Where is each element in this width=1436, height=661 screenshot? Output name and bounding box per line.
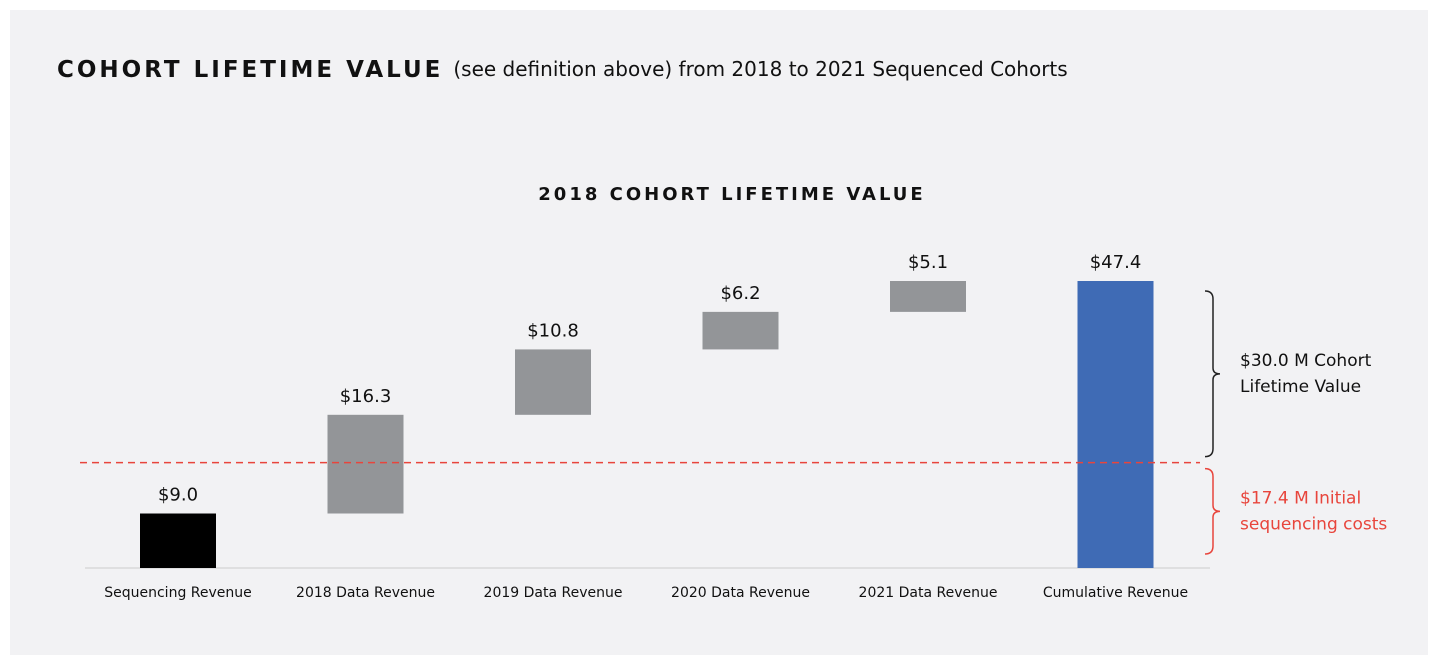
reference-label: sequencing costs xyxy=(1240,514,1387,534)
value-label: $10.8 xyxy=(527,320,579,341)
bracket-label: $30.0 M Cohort xyxy=(1240,351,1372,371)
bar xyxy=(890,281,966,312)
chart-title: 2018 COHORT LIFETIME VALUE xyxy=(538,184,925,205)
x-tick-label: 2021 Data Revenue xyxy=(859,585,998,601)
bracket-label: Lifetime Value xyxy=(1240,377,1361,397)
reference-label: $17.4 M Initial xyxy=(1240,488,1361,508)
bar xyxy=(1077,281,1154,568)
bracket-lower xyxy=(1204,467,1221,555)
bar xyxy=(702,311,779,350)
x-tick-label: 2020 Data Revenue xyxy=(671,585,810,601)
value-label: $16.3 xyxy=(340,386,392,407)
x-tick-label: 2018 Data Revenue xyxy=(296,585,435,601)
page-title: COHORT LIFETIME VALUE (see definition abo… xyxy=(57,57,1068,83)
value-label: $6.2 xyxy=(720,283,760,304)
bar xyxy=(515,349,591,415)
value-label: $9.0 xyxy=(158,485,198,506)
bracket-upper xyxy=(1204,290,1221,458)
bar xyxy=(327,414,404,514)
x-tick-label: Sequencing Revenue xyxy=(104,585,252,601)
value-label: $47.4 xyxy=(1090,252,1142,273)
x-tick-label: Cumulative Revenue xyxy=(1043,585,1188,601)
x-tick-label: 2019 Data Revenue xyxy=(484,585,623,601)
title-bold: COHORT LIFETIME VALUE xyxy=(57,57,443,83)
bar xyxy=(140,513,216,568)
title-rest: (see definition above) from 2018 to 2021… xyxy=(453,57,1067,81)
value-label: $5.1 xyxy=(908,252,948,273)
